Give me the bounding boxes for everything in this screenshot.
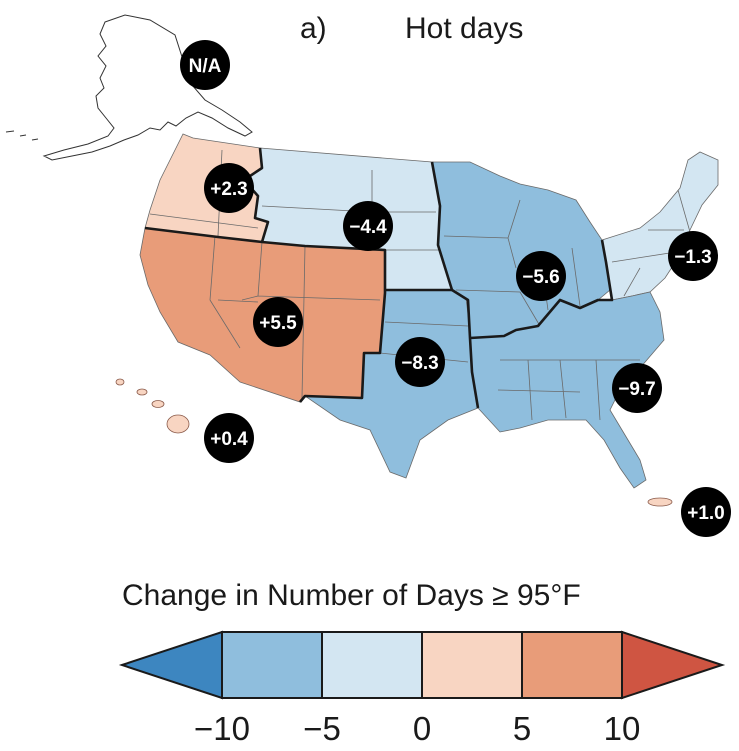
badge-northern-great-plains: −4.4 <box>343 201 393 251</box>
color-legend-bar <box>118 630 726 700</box>
tick-label: −5 <box>303 710 341 747</box>
badge-southern-great-plains: −8.3 <box>395 337 445 387</box>
badge-hawaii: +0.4 <box>204 413 254 463</box>
badge-southeast: −9.7 <box>612 363 662 413</box>
map-title: Hot days <box>405 12 523 45</box>
badge-circle <box>681 487 731 537</box>
legend-bin-neg5-0 <box>321 631 423 699</box>
badge-label: −8.3 <box>401 353 439 374</box>
tick-label: 5 <box>513 710 531 747</box>
badge-label: +1.0 <box>687 503 725 524</box>
puerto-rico-shape <box>647 497 673 507</box>
legend-bin-neg10-neg5 <box>221 631 323 699</box>
badge-southwest: +5.5 <box>253 297 303 347</box>
badge-alaska: N/A <box>180 40 230 90</box>
tick-label: 0 <box>413 710 431 747</box>
badge-circle <box>180 40 230 90</box>
badge-circle <box>395 337 445 387</box>
tick-label: 10 <box>604 710 641 747</box>
badge-label: −9.7 <box>618 379 656 400</box>
badge-circle <box>204 413 254 463</box>
badge-label: −4.4 <box>349 217 387 238</box>
badge-northeast: −1.3 <box>668 231 718 281</box>
hawaii-island-1 <box>115 378 125 386</box>
legend-bin-le-neg10 <box>118 630 223 700</box>
hawaii-island-3 <box>151 400 165 408</box>
badge-label: N/A <box>189 56 222 77</box>
hawaii-island-4 <box>166 414 190 434</box>
legend-bin-ge-10 <box>621 630 726 700</box>
badge-northwest: +2.3 <box>204 163 254 213</box>
legend-bin-5-10 <box>521 631 623 699</box>
panel-letter: a) <box>300 12 327 45</box>
badge-label: +0.4 <box>210 429 248 450</box>
badge-circle <box>668 231 718 281</box>
badge-label: +5.5 <box>259 313 297 334</box>
hawaii-island-2 <box>136 388 148 396</box>
region-alaska <box>5 14 253 161</box>
region-hawaii <box>115 378 190 434</box>
region-caribbean <box>647 497 673 507</box>
badge-circle <box>204 163 254 213</box>
region-borders <box>144 147 614 409</box>
badge-label: −5.6 <box>522 267 560 288</box>
badge-circle <box>612 363 662 413</box>
badge-label: +2.3 <box>210 179 248 200</box>
badge-circle <box>343 201 393 251</box>
legend-title: Change in Number of Days ≥ 95°F <box>122 579 581 612</box>
badge-midwest: −5.6 <box>516 251 566 301</box>
badge-caribbean: +1.0 <box>681 487 731 537</box>
legend-ticks: −10 −5 0 5 10 <box>194 710 640 747</box>
tick-label: −10 <box>194 710 250 747</box>
badge-circle <box>516 251 566 301</box>
legend-bin-0-5 <box>421 631 523 699</box>
badge-circle <box>253 297 303 347</box>
badge-label: −1.3 <box>674 247 712 268</box>
